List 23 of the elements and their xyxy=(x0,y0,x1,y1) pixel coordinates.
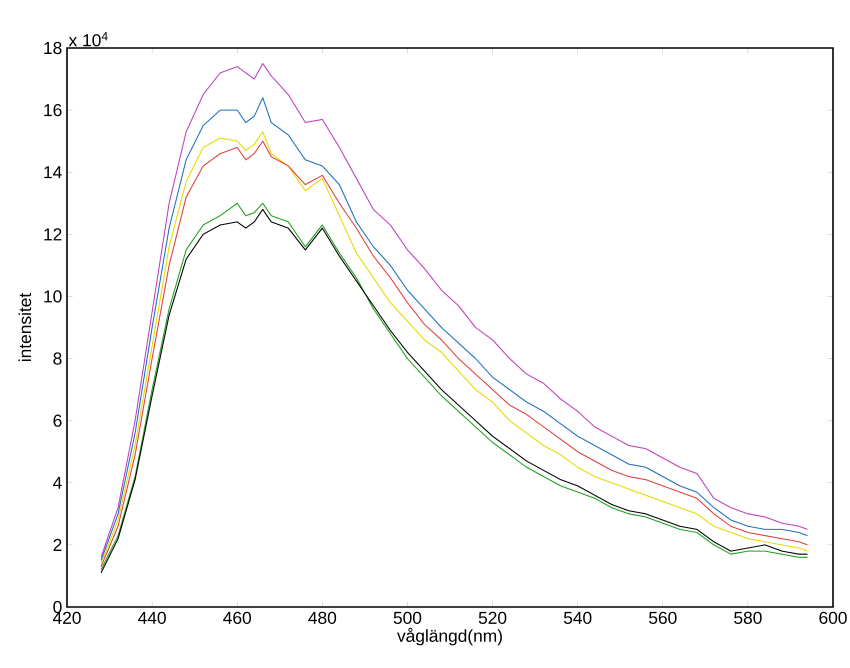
x-tick-label: 420 xyxy=(52,612,81,624)
x-tick-label: 440 xyxy=(138,612,166,624)
y-tick-label: 14 xyxy=(44,166,62,178)
x-tick-label: 540 xyxy=(564,612,592,624)
x-tick-label: 500 xyxy=(394,612,422,624)
text: x 10$^{4}$ xyxy=(68,32,108,46)
x-tick-label: 460 xyxy=(223,612,252,624)
y-tick-label: 6 xyxy=(54,414,62,427)
y-tick-label: 8 xyxy=(53,352,62,365)
y-axis-title: intensitet xyxy=(18,292,32,362)
y-tick-label: 16 xyxy=(44,104,62,116)
y-tick-label: 18 xyxy=(44,42,62,54)
x-tick-label: 480 xyxy=(308,612,336,624)
y-tick-label: 12 xyxy=(44,228,62,240)
x-tick-label: 580 xyxy=(734,612,762,624)
y-tick-label: 2 xyxy=(54,538,62,551)
x-axis-title: våglängd(nm) xyxy=(397,628,502,646)
y-tick-label: 4 xyxy=(53,476,62,489)
x-tick-label: 600 xyxy=(819,612,847,624)
x-tick-label: 560 xyxy=(649,612,677,624)
x-tick-label: 520 xyxy=(478,612,506,624)
y-tick-label: 0 xyxy=(53,600,62,614)
y-tick-label: 10 xyxy=(44,290,62,303)
